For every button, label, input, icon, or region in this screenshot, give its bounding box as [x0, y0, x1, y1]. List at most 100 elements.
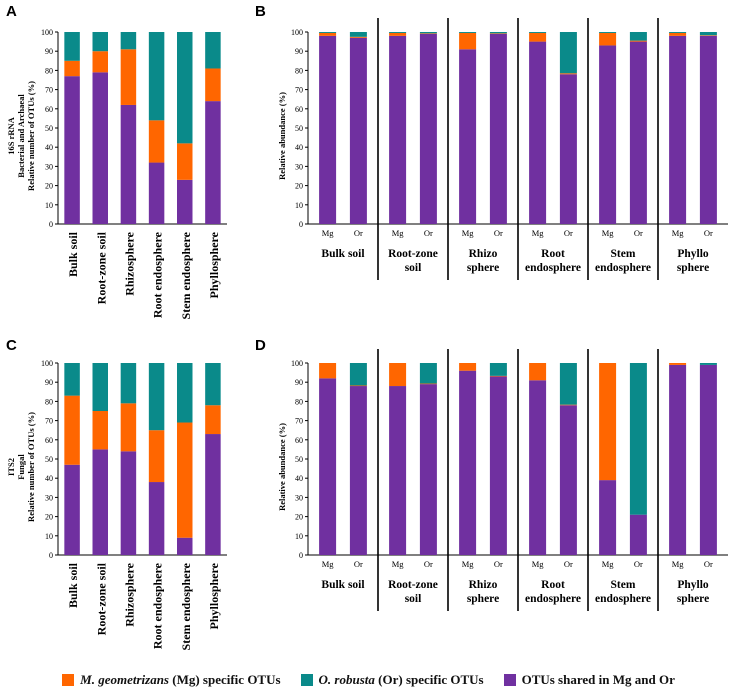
panel-a-bar-segment-mg: [148, 120, 165, 163]
panel-c-ytick-label: 0: [49, 551, 53, 560]
panel-c-ylabel-line: Relative number of OTUs (%): [26, 412, 36, 522]
panel-d-bar-segment-mg: [419, 383, 437, 385]
panel-c-bar-segment-shared: [205, 434, 221, 555]
panel-d-bar-segment-shared: [599, 480, 617, 555]
panel-b-group-label: Root: [541, 248, 565, 260]
panel-a-category-label: Bulk soil: [66, 231, 80, 277]
panel-d-bar-label: Or: [424, 559, 433, 569]
panel-c-ytick-label: 60: [45, 436, 53, 445]
legend-label-shared: OTUs shared in Mg and Or: [521, 672, 675, 687]
panel-a-ylabel-line: Relative number of OTUs (%): [26, 81, 36, 191]
panel-a-ytick-label: 60: [45, 105, 53, 114]
panel-a-bar-segment-or: [120, 32, 137, 50]
panel-c-ytick-label: 70: [45, 417, 53, 426]
panel-b-group-label: Phyllo: [677, 248, 709, 260]
panel-d-bar-segment-shared: [559, 405, 577, 555]
panel-b-bar-label: Mg: [672, 228, 685, 238]
panel-b-group-label: Bulk soil: [321, 248, 364, 260]
panel-d-bar-segment-or: [419, 363, 437, 384]
panel-a-ylabel-line: 16S rRNA: [6, 116, 16, 154]
panel-a-ytick-label: 70: [45, 86, 53, 95]
panel-d-bar-segment-mg: [529, 363, 547, 381]
legend-item-or: O. robusta (Or) specific OTUs: [300, 672, 484, 688]
panel-b-bar-segment-shared: [699, 35, 717, 225]
panel-a-category-label: Rhizosphere: [122, 231, 136, 295]
panel-c-bar-segment-or: [177, 363, 193, 423]
panel-c-bar-segment-mg: [92, 411, 108, 450]
panel-c-bar-segment-mg: [177, 422, 193, 538]
panel-d-bar-segment-or: [629, 363, 647, 515]
panel-c-category-label: Phyllosphere: [207, 562, 221, 629]
panel-d-ytick-label: 40: [295, 474, 303, 483]
panel-b-ytick-label: 80: [295, 66, 303, 75]
panel-a-bar-segment-or: [64, 32, 80, 61]
panel-b-bar-label: Mg: [322, 228, 335, 238]
panel-d-ylabel-line: Relative abundance (%): [277, 423, 287, 511]
panel-d-ytick-label: 60: [295, 436, 303, 445]
panel-b-ytick-label: 10: [295, 201, 303, 210]
panel-d-bar-label: Or: [704, 559, 713, 569]
panel-c-ytick-label: 30: [45, 493, 53, 502]
panel-d-bar-segment-shared: [389, 386, 407, 555]
panel-d-bar-label: Mg: [602, 559, 615, 569]
panel-a-bar-segment-or: [205, 32, 221, 69]
panel-d-group-label: sphere: [677, 593, 709, 605]
panel-d-bar-segment-or: [489, 363, 507, 376]
panel-c: C 0 10 20 30 40 50 60 70 80 90 100 ITS2 Fungal Relativ…: [6, 337, 227, 650]
panel-d-bar-segment-mg: [459, 363, 477, 371]
panel-b-bar-segment-mg: [489, 33, 507, 34]
panel-a-ytick-label: 40: [45, 143, 53, 152]
panel-d-group-label: Phyllo: [677, 579, 709, 591]
panel-b-ytick-label: 0: [299, 220, 303, 229]
panel-c-category-label: Root endosphere: [151, 562, 165, 649]
panel-a-ytick-label: 80: [45, 66, 53, 75]
panel-c-bar-segment-shared: [177, 537, 193, 555]
panel-d-bar-segment-shared: [699, 364, 717, 555]
panel-b-bar-segment-or: [629, 32, 647, 41]
panel-b-bar-segment-mg: [319, 32, 337, 36]
panel-b-group-label: Rhizo: [469, 248, 498, 260]
panel-a-category-label: Root endosphere: [151, 231, 165, 318]
panel-b-bar-segment-shared: [559, 74, 577, 225]
panel-b-bar-segment-shared: [599, 45, 617, 224]
panel-b-ylabel-line: Relative abundance (%): [277, 92, 287, 180]
panel-d-bar-segment-shared: [629, 514, 647, 555]
panel-d: D 0 10 20 30 40 50 60 70 80 90 100 Relative abundanc…: [255, 337, 728, 611]
panel-b-bar-label: Or: [494, 228, 503, 238]
panel-d-group-label: Bulk soil: [321, 579, 364, 591]
panel-b-bar-segment-or: [419, 32, 437, 34]
panel-c-bar-segment-mg: [148, 430, 165, 483]
panel-b-bar-segment-shared: [489, 33, 507, 224]
panel-a-category-label: Stem endosphere: [179, 231, 193, 319]
panel-d-bar-segment-mg: [599, 363, 617, 481]
panel-c-bar-segment-mg: [205, 405, 221, 435]
panel-a-category-label: Phyllosphere: [207, 231, 221, 298]
panel-b-bar-segment-mg: [699, 35, 717, 36]
panel-d-bar-segment-shared: [349, 386, 367, 555]
legend-swatch-or: [300, 674, 313, 686]
panel-b-bar-label: Mg: [532, 228, 545, 238]
legend-item-mg: M. geometrizans (Mg) specific OTUs: [62, 672, 281, 688]
panel-b-bar-segment-shared: [529, 41, 547, 224]
panel-b-bar-segment-mg: [559, 73, 577, 75]
panel-d-ytick-label: 0: [299, 551, 303, 560]
panel-d-ytick-label: 100: [291, 359, 303, 368]
panel-d-bar-segment-mg: [489, 375, 507, 377]
panel-a-ytick-label: 10: [45, 201, 53, 210]
panel-d-bar-label: Or: [354, 559, 363, 569]
panel-d-bar-segment-shared: [529, 380, 547, 555]
panel-c-ytick-label: 90: [45, 378, 53, 387]
panel-a-bar-segment-shared: [177, 179, 193, 224]
legend-label-mg: M. geometrizans (Mg) specific OTUs: [80, 672, 281, 687]
panel-d-group-label: endosphere: [525, 593, 581, 605]
panel-d-bar-segment-mg: [319, 363, 337, 379]
panel-a-bar-segment-mg: [177, 143, 193, 180]
panel-d-bar-label: Or: [564, 559, 573, 569]
panel-d-ytick-label: 10: [295, 532, 303, 541]
panel-c-letter: C: [6, 337, 17, 354]
panel-d-ytick-label: 70: [295, 417, 303, 426]
panel-b-group-label: endosphere: [595, 262, 651, 274]
panel-d-bar-label: Mg: [392, 559, 405, 569]
panel-b-bar-segment-shared: [389, 35, 407, 225]
